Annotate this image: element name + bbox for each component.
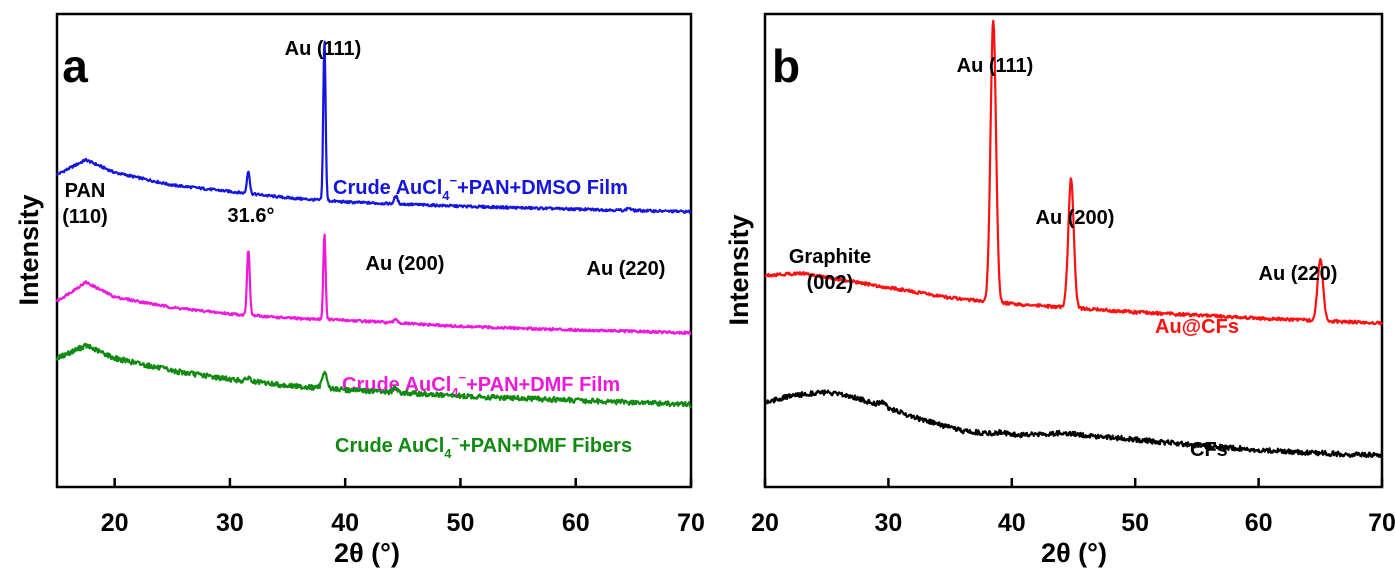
series-label: Au@CFs <box>1155 316 1239 338</box>
panel-b: 20 30 40 50 60 70 2θ (°) Intensity b Au@CFs CFs Au … <box>724 12 1395 568</box>
peak-annotation: 31.6° <box>228 205 275 227</box>
panel-letter: a <box>62 40 88 92</box>
series-line <box>764 19 1383 326</box>
peak-annotation: Au (200) <box>1036 207 1115 229</box>
x-tick-label: 60 <box>562 509 590 537</box>
series-label: CFs <box>1190 439 1228 461</box>
x-tick-label: 40 <box>331 509 359 537</box>
panel-letter: b <box>772 40 800 92</box>
x-tick-label: 40 <box>998 509 1026 537</box>
x-tick-label: 70 <box>1368 509 1395 537</box>
peak-annotation: PAN <box>65 180 106 202</box>
series-line <box>764 389 1384 459</box>
series-line <box>55 233 692 335</box>
x-axis-title: 2θ (°) <box>334 538 400 568</box>
y-axis-title: Intensity <box>724 214 754 325</box>
peak-annotation: Au (200) <box>366 253 445 275</box>
y-axis-title: Intensity <box>14 194 44 305</box>
x-tick-label: 60 <box>1245 509 1273 537</box>
x-tick-label: 20 <box>101 509 129 537</box>
series-label: Crude AuCl4−+PAN+DMF Fibers <box>335 431 632 461</box>
x-tick-label: 50 <box>447 509 475 537</box>
panel-a: 20 30 40 50 60 70 2θ (°) Intensity a Crude AuCl4−… <box>14 12 705 568</box>
x-tick-label: 30 <box>216 509 244 537</box>
series-label: Crude AuCl4−+PAN+DMSO Film <box>333 173 628 203</box>
series-line <box>55 40 692 214</box>
peak-annotation: Graphite <box>789 246 871 268</box>
x-tick-label: 70 <box>677 509 705 537</box>
peak-annotation: (110) <box>62 206 108 228</box>
x-tick-label: 50 <box>1121 509 1149 537</box>
peak-annotation: (002) <box>807 272 854 294</box>
peak-annotation: Au (220) <box>1259 263 1338 285</box>
peak-annotation: Au (220) <box>587 258 666 280</box>
series-line <box>55 342 692 409</box>
x-axis-title: 2θ (°) <box>1041 538 1107 568</box>
peak-annotation: Au (111) <box>957 55 1034 77</box>
plot-frame <box>55 12 693 489</box>
x-tick-label: 30 <box>874 509 902 537</box>
peak-annotation: Au (111) <box>285 38 362 60</box>
plot-frame <box>763 12 1384 489</box>
x-tick-label: 20 <box>751 509 779 537</box>
